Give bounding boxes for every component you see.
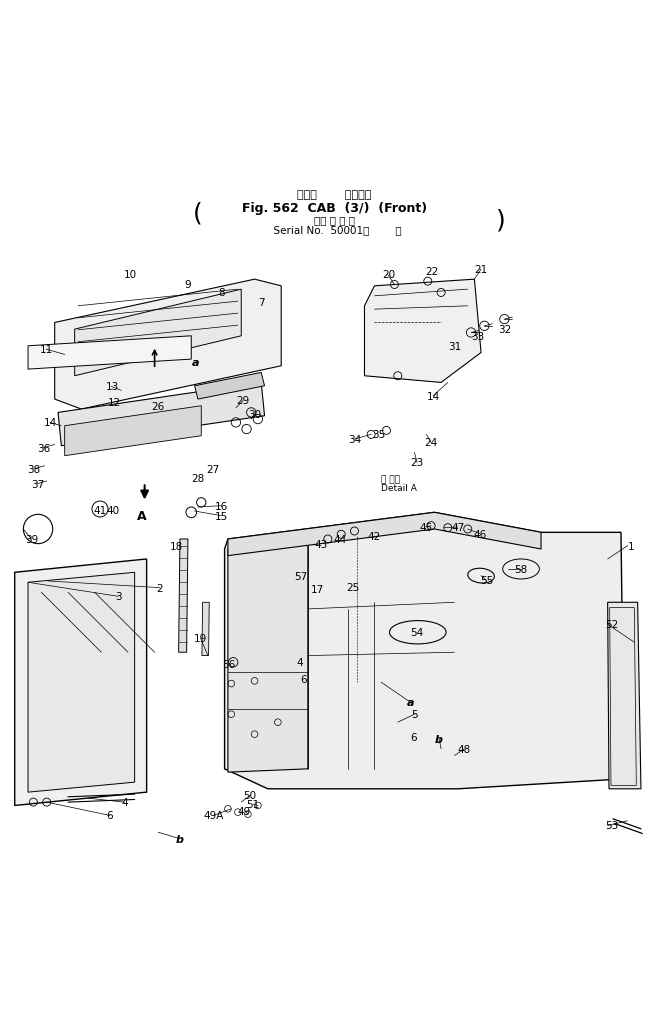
Text: 23: 23 xyxy=(411,458,423,468)
Text: 15: 15 xyxy=(215,512,228,521)
Text: b: b xyxy=(176,834,184,844)
Text: 5: 5 xyxy=(411,709,417,719)
Polygon shape xyxy=(607,602,641,789)
Text: a: a xyxy=(192,358,199,368)
Text: 24: 24 xyxy=(424,438,438,448)
Text: 52: 52 xyxy=(605,620,618,630)
Text: 7: 7 xyxy=(258,299,264,308)
Polygon shape xyxy=(228,513,541,556)
Text: 54: 54 xyxy=(411,628,423,638)
Text: 57: 57 xyxy=(294,571,308,581)
Text: Serial No.  50001～        ）: Serial No. 50001～ ） xyxy=(267,224,402,234)
Text: 21: 21 xyxy=(474,265,488,275)
Text: 55: 55 xyxy=(480,576,493,586)
Text: キャブ        フロント: キャブ フロント xyxy=(297,190,372,200)
Text: A: A xyxy=(136,510,146,523)
Text: 37: 37 xyxy=(31,479,44,489)
Text: 6: 6 xyxy=(410,732,416,742)
Text: 22: 22 xyxy=(425,267,438,277)
Text: 53: 53 xyxy=(605,820,618,830)
Text: 48: 48 xyxy=(458,744,471,754)
Polygon shape xyxy=(75,289,242,376)
Text: 19: 19 xyxy=(194,634,207,644)
Text: 13: 13 xyxy=(105,382,118,392)
Text: ): ) xyxy=(496,208,506,232)
Polygon shape xyxy=(55,280,281,410)
Polygon shape xyxy=(15,559,147,806)
Text: 14: 14 xyxy=(43,418,57,428)
Text: 42: 42 xyxy=(368,531,381,541)
Polygon shape xyxy=(225,513,624,789)
Text: Fig. 562  CAB  (3/)  (Front): Fig. 562 CAB (3/) (Front) xyxy=(242,202,427,215)
Text: 33: 33 xyxy=(471,331,484,341)
Text: 46: 46 xyxy=(473,529,486,539)
Polygon shape xyxy=(28,573,134,793)
Text: 12: 12 xyxy=(108,398,121,408)
Text: 49: 49 xyxy=(238,806,251,816)
Text: 4: 4 xyxy=(121,797,128,807)
Text: 14: 14 xyxy=(426,391,440,401)
Text: 1: 1 xyxy=(628,541,634,551)
Text: 3: 3 xyxy=(114,592,121,601)
Text: 31: 31 xyxy=(448,341,461,352)
Text: 49A: 49A xyxy=(203,811,223,820)
Polygon shape xyxy=(179,539,188,652)
Text: 41: 41 xyxy=(94,505,106,516)
Text: 51: 51 xyxy=(247,799,260,809)
Text: 35: 35 xyxy=(372,430,385,440)
Polygon shape xyxy=(365,280,481,383)
Text: 36: 36 xyxy=(37,443,50,453)
Text: 32: 32 xyxy=(498,325,511,335)
Text: 25: 25 xyxy=(346,583,359,592)
Text: 50: 50 xyxy=(244,791,256,801)
Polygon shape xyxy=(58,383,264,446)
Text: 44: 44 xyxy=(333,534,347,544)
Text: 18: 18 xyxy=(169,542,183,551)
Text: Detail A: Detail A xyxy=(381,484,417,493)
Text: 20: 20 xyxy=(382,270,395,280)
Text: 2: 2 xyxy=(157,583,163,593)
Text: 38: 38 xyxy=(27,465,40,475)
Text: 40: 40 xyxy=(107,505,120,516)
Text: 43: 43 xyxy=(314,540,328,550)
Text: (: ( xyxy=(193,202,203,225)
Text: 9: 9 xyxy=(185,279,191,289)
Text: b: b xyxy=(435,734,443,744)
Text: 29: 29 xyxy=(237,396,250,406)
Text: 56: 56 xyxy=(223,659,236,669)
Text: 45: 45 xyxy=(419,523,432,533)
Text: 11: 11 xyxy=(39,344,53,355)
Text: 8: 8 xyxy=(218,288,225,299)
Text: 6: 6 xyxy=(106,811,113,820)
Text: 39: 39 xyxy=(25,534,38,544)
Text: （適 用 号 機: （適 用 号 機 xyxy=(314,215,355,225)
Polygon shape xyxy=(28,336,191,370)
Text: 47: 47 xyxy=(451,523,464,533)
Polygon shape xyxy=(65,407,201,457)
Text: Ａ 詳細: Ａ 詳細 xyxy=(381,475,400,484)
Text: 26: 26 xyxy=(151,401,165,412)
Text: 58: 58 xyxy=(514,565,528,575)
Text: 4: 4 xyxy=(296,657,303,667)
Text: 16: 16 xyxy=(215,501,228,512)
Polygon shape xyxy=(202,602,209,656)
Text: 28: 28 xyxy=(191,474,205,484)
Text: 27: 27 xyxy=(207,465,220,475)
Text: 17: 17 xyxy=(311,584,324,594)
Text: a: a xyxy=(407,698,414,707)
Text: 6: 6 xyxy=(300,675,307,684)
Text: 10: 10 xyxy=(123,270,136,280)
Text: 34: 34 xyxy=(348,435,361,444)
Text: 30: 30 xyxy=(248,410,261,420)
Polygon shape xyxy=(228,543,308,772)
Polygon shape xyxy=(195,373,264,399)
